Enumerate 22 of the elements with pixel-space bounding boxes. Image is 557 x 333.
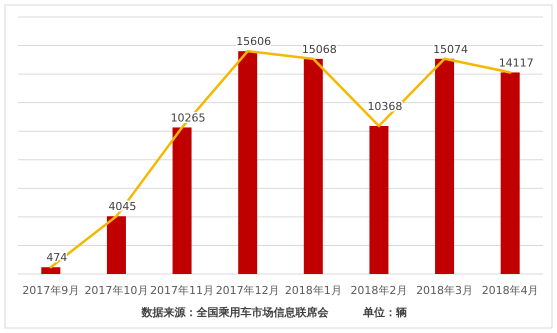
x-tick-label: 2017年10月 xyxy=(84,284,148,297)
x-tick-label: 2018年1月 xyxy=(284,284,342,297)
data-label: 15606 xyxy=(236,35,272,48)
bar xyxy=(500,72,520,274)
data-label: 15074 xyxy=(433,42,468,56)
bar xyxy=(41,267,60,274)
x-tick-label: 2018年2月 xyxy=(350,284,408,297)
x-tick-label: 2018年3月 xyxy=(416,284,474,297)
bar xyxy=(304,58,323,274)
text: 单位：辆 xyxy=(362,306,407,319)
bar xyxy=(238,51,258,274)
x-tick-label: 2017年9月 xyxy=(22,284,80,297)
bar xyxy=(172,127,192,274)
data-label: 14117 xyxy=(498,56,534,70)
x-tick-label: 2018年4月 xyxy=(482,284,539,297)
data-label: 15068 xyxy=(302,42,337,56)
source-note: 数据来源：全国乘用车市场信息联席会 xyxy=(140,306,330,319)
bar xyxy=(369,126,388,274)
x-tick-label: 2017年11月 xyxy=(150,284,214,297)
x-tick-label: 2017年12月 xyxy=(216,284,280,297)
bar xyxy=(106,216,126,274)
bar xyxy=(435,58,454,274)
